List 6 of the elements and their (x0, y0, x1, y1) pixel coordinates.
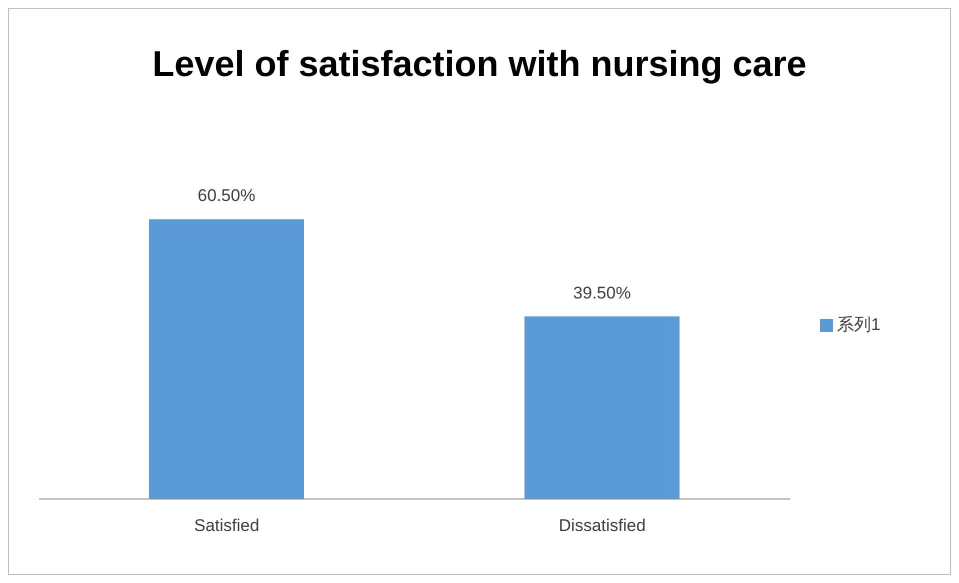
x-tick-label: Satisfied (194, 516, 260, 536)
legend-label: 系列1 (837, 314, 880, 334)
data-label: 60.50% (198, 186, 256, 206)
data-label: 39.50% (573, 283, 631, 302)
chart-title: Level of satisfaction with nursing care (151, 43, 808, 85)
x-tick-label: Dissatisfied (558, 516, 646, 536)
